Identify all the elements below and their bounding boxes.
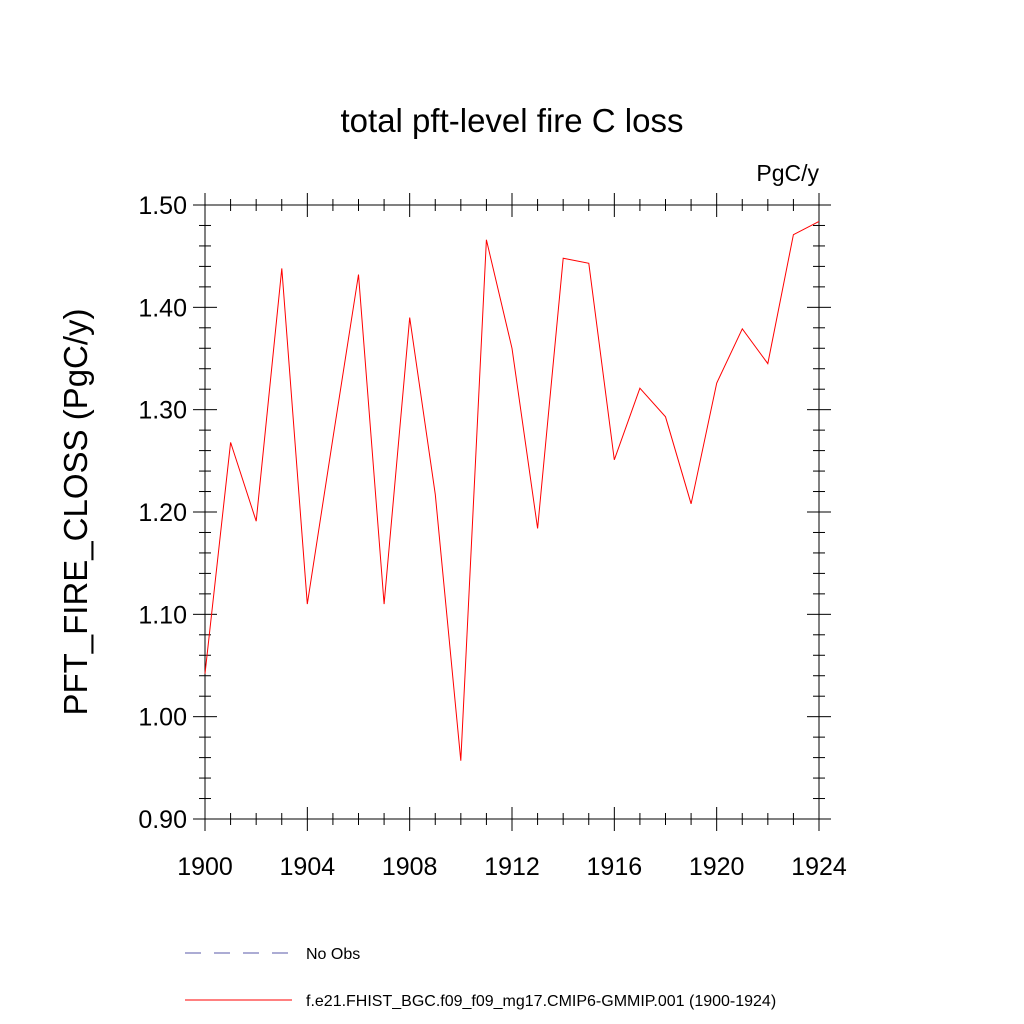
x-tick-label: 1904 xyxy=(280,853,336,881)
minor-ticks xyxy=(199,199,825,825)
x-tick-labels: 1900 1904 1908 1912 1916 1920 1924 xyxy=(177,853,847,881)
y-tick-label: 1.40 xyxy=(138,294,187,322)
x-tick-label: 1912 xyxy=(484,853,540,881)
x-tick-label: 1924 xyxy=(791,853,847,881)
legend: No Obs f.e21.FHIST_BGC.f09_f09_mg17.CMIP… xyxy=(185,946,776,1010)
y-axis-label: PFT_FIRE_CLOSS (PgC/y) xyxy=(57,308,94,715)
legend-label-no-obs: No Obs xyxy=(306,946,360,963)
y-tick-label: 1.30 xyxy=(138,397,187,425)
major-ticks xyxy=(193,193,831,831)
units-label: PgC/y xyxy=(756,160,819,186)
series-line-fhist-bgc xyxy=(204,220,820,761)
y-tick-label: 1.10 xyxy=(138,601,187,629)
x-tick-label: 1916 xyxy=(587,853,643,881)
y-tick-label: 1.20 xyxy=(138,499,187,527)
x-tick-label: 1920 xyxy=(689,853,745,881)
chart-title: total pft-level fire C loss xyxy=(341,102,684,139)
y-tick-label: 0.90 xyxy=(138,806,187,834)
plot-frame xyxy=(204,204,820,820)
y-tick-labels: 0.90 1.00 1.10 1.20 1.30 1.40 1.50 xyxy=(138,192,187,834)
y-tick-label: 1.00 xyxy=(138,704,187,732)
y-tick-label: 1.50 xyxy=(138,192,187,220)
x-tick-label: 1908 xyxy=(382,853,438,881)
legend-label-fhist-bgc: f.e21.FHIST_BGC.f09_f09_mg17.CMIP6-GMMIP… xyxy=(306,993,776,1010)
x-tick-label: 1900 xyxy=(177,853,233,881)
